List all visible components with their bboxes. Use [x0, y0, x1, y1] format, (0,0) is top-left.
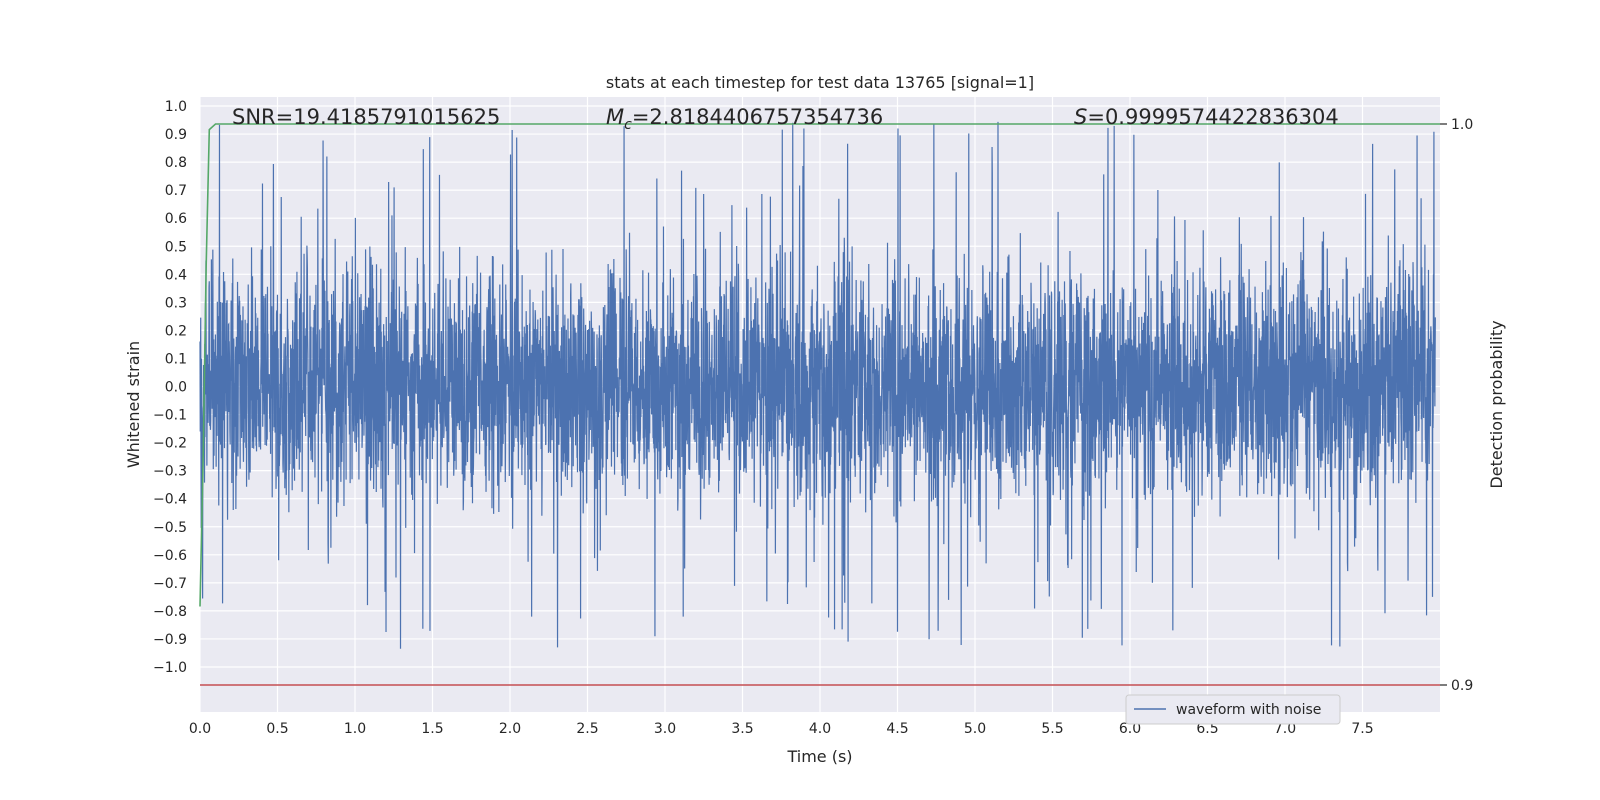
x-tick-label: 0.5: [266, 721, 288, 737]
chirp-mass-symbol: M: [606, 105, 624, 129]
y-tick-label: 0.3: [165, 295, 187, 311]
x-tick-label: 3.0: [654, 721, 676, 737]
y-axis-label: Whitened strain: [124, 341, 143, 468]
legend-box: [1125, 694, 1341, 725]
x-tick-label: 2.5: [576, 721, 598, 737]
x-tick-label: 4.5: [886, 721, 908, 737]
snr-annotation: SNR=19.4185791015625: [232, 105, 500, 129]
y-tick-label: −0.6: [153, 548, 187, 564]
y-tick-label: 1.0: [165, 99, 187, 115]
x-tick-label: 5.5: [1041, 721, 1063, 737]
s-annotation: S=0.9999574422836304: [1074, 105, 1339, 129]
x-tick-label: 0.0: [189, 721, 211, 737]
s-value: =0.9999574422836304: [1087, 105, 1338, 129]
y2-axis-label: Detection probability: [1487, 320, 1506, 488]
legend-label-waveform: waveform with noise: [1176, 702, 1321, 718]
detection-probability-line: [199, 123, 1440, 607]
y-tick-label: −0.3: [153, 464, 187, 480]
x-tick-label: 5.0: [964, 721, 986, 737]
waveform-line: [199, 121, 1436, 649]
x-tick-label: 1.0: [344, 721, 366, 737]
s-symbol: S: [1074, 105, 1087, 129]
chart-title: stats at each timestep for test data 137…: [606, 73, 1034, 92]
y-tick-label: −1.0: [153, 660, 187, 676]
x-tick-label: 7.0: [1274, 721, 1296, 737]
y-tick-label: −0.5: [153, 520, 187, 536]
x-axis-ticks: 0.0 0.5 1.0 1.5 2.0 2.5 3.0 3.5 4.0 4.5 5.0 5.5 6.0 6…: [189, 721, 1374, 737]
x-axis-label: Time (s): [786, 747, 852, 766]
y-tick-label: 0.4: [165, 267, 187, 283]
x-tick-label: 1.5: [421, 721, 443, 737]
y-tick-label: 0.7: [165, 183, 187, 199]
y-tick-label: −0.1: [153, 408, 187, 424]
x-tick-label: 4.0: [809, 721, 831, 737]
waveform-series: [199, 121, 1436, 649]
chirp-mass-value: =2.8184406757354736: [632, 105, 883, 129]
y-tick-label: −0.7: [153, 576, 187, 592]
y-tick-label: −0.8: [153, 604, 187, 620]
y-tick-label: 0.2: [165, 323, 187, 339]
y-tick-label: 0.6: [165, 211, 187, 227]
legend: waveform with noise: [1125, 694, 1341, 725]
x-tick-label: 6.0: [1119, 721, 1141, 737]
y-tick-label: 0.0: [165, 380, 187, 396]
y-tick-label: 0.9: [165, 127, 187, 143]
y2-axis-ticks: 1.0 0.9: [1440, 117, 1473, 694]
y-tick-label: 0.1: [165, 351, 187, 367]
y-tick-label: 0.5: [165, 239, 187, 255]
y-axis-ticks: 1.0 0.9 0.8 0.7 0.6 0.5 0.4 0.3 0.2 0.1 0.0 −0.1 −0.…: [153, 99, 187, 676]
y2-tick-label: 0.9: [1451, 678, 1473, 694]
x-tick-label: 6.5: [1196, 721, 1218, 737]
y-tick-label: −0.4: [153, 492, 187, 508]
y-tick-label: −0.2: [153, 436, 187, 452]
x-tick-label: 3.5: [731, 721, 753, 737]
y-tick-label: 0.8: [165, 155, 187, 171]
y-tick-label: −0.9: [153, 632, 187, 648]
chirp-mass-annotation: Mc=2.8184406757354736: [606, 105, 883, 133]
chirp-mass-subscript: c: [624, 117, 632, 133]
x-tick-label: 2.0: [499, 721, 521, 737]
x-tick-label: 7.5: [1351, 721, 1373, 737]
y2-tick-label: 1.0: [1451, 117, 1473, 133]
